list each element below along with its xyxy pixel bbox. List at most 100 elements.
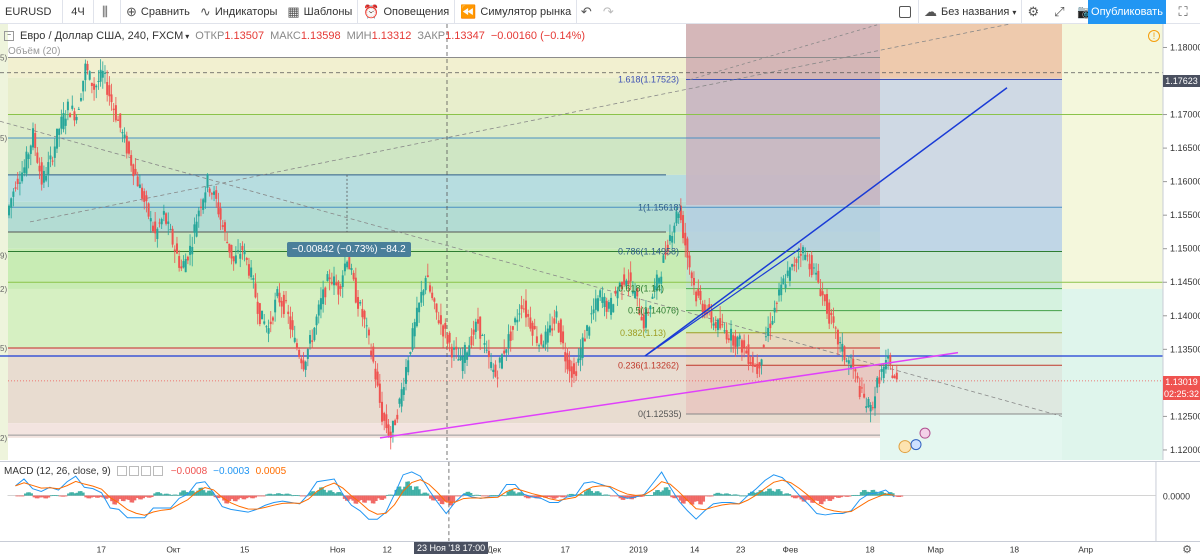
templates-icon: ▦	[287, 3, 300, 19]
candle-body	[86, 63, 89, 71]
macd-histogram-bar	[549, 495, 553, 498]
volume-legend[interactable]: Объём (20)	[8, 46, 61, 57]
macd-tools[interactable]	[116, 466, 165, 477]
macd-histogram-bar	[73, 493, 77, 496]
macd-histogram-bar	[24, 493, 27, 496]
compare-button[interactable]: ⊕ Сравнить	[121, 0, 195, 24]
macd-histogram-bar	[15, 495, 18, 497]
candle-body	[723, 330, 726, 332]
candle-body	[254, 283, 257, 298]
chevron-down-icon[interactable]: ▾	[185, 31, 190, 41]
fullscreen-chart-button[interactable]: ⤢	[1048, 0, 1074, 24]
time-axis[interactable]: 17 Окт 15 Ноя 12 Дек 17 2019 14 23 Фев 18 Мар 18 Апр	[0, 541, 1200, 557]
candle-body	[740, 340, 743, 353]
gear-icon: ⚙	[1027, 4, 1040, 19]
candle-body	[505, 349, 508, 353]
macd-histogram-bar	[515, 493, 518, 496]
candle-body	[679, 205, 682, 221]
eye-icon[interactable]	[116, 466, 127, 477]
macd-histogram-bar	[103, 495, 107, 499]
publish-button[interactable]: Опубликовать	[1088, 0, 1166, 24]
redo-button[interactable]: ↷	[599, 0, 621, 24]
macd-histogram-bar	[273, 494, 277, 496]
candle-body	[773, 307, 776, 313]
candle-body	[175, 243, 178, 254]
macd-histogram-bar	[590, 490, 594, 496]
macd-histogram-bar	[659, 491, 662, 496]
macd-histogram-bar	[648, 495, 652, 496]
candle-body	[492, 369, 495, 373]
redo-icon: ↷	[602, 3, 614, 19]
macd-name[interactable]: MACD (12, 26, close, 9)	[4, 466, 111, 477]
macd-histogram-bar	[144, 495, 148, 497]
templates-button[interactable]: ▦ Шаблоны	[282, 0, 357, 24]
macd-zero-label: 0.0000	[1163, 492, 1190, 502]
candle-body	[631, 290, 634, 294]
candle-body	[590, 313, 593, 315]
settings-icon[interactable]	[128, 466, 139, 477]
candle-body	[605, 300, 608, 312]
candle-body	[341, 275, 344, 287]
close-icon[interactable]	[140, 466, 151, 477]
undo-button[interactable]: ↶	[577, 0, 599, 24]
maximize-button[interactable]: ⛶	[1166, 0, 1200, 24]
interval-button[interactable]: 4Ч	[63, 0, 93, 24]
drawing-overlay-layer: 1.618(1.17523) 1(1.15618) 0.786(1.14958) 0.…	[379, 74, 1008, 454]
macd-histogram-bar	[489, 495, 492, 497]
macd-hist-value: −0.0008	[170, 466, 208, 477]
macd-histogram-bar	[724, 493, 727, 496]
candle-body	[821, 291, 824, 296]
price-chart-pane[interactable]: 1.618(1.17523) 1(1.15618) 0.786(1.14958) 0.…	[0, 24, 1200, 460]
macd-histogram-bar	[420, 493, 423, 496]
macd-histogram-bar	[252, 495, 255, 499]
candle-body	[649, 305, 652, 310]
price-tick-label: 1.17000	[1170, 110, 1200, 120]
macd-histogram-bar	[702, 495, 706, 502]
candle-body	[786, 270, 789, 277]
candle-body	[485, 349, 488, 351]
maximize-icon: ⛶	[1178, 4, 1188, 19]
replay-button[interactable]: ⏪ Симулятор рынка	[455, 0, 576, 24]
layout-toggle-button[interactable]	[892, 0, 918, 24]
candle-body	[186, 256, 189, 261]
price-tick-label: 1.14500	[1170, 277, 1200, 287]
layout-name-label: Без названия	[941, 6, 1010, 18]
macd-histogram-bar	[28, 492, 31, 496]
macd-histogram-bar	[866, 491, 869, 496]
collapse-icon[interactable]: −	[4, 31, 14, 41]
macd-histogram-bar	[437, 495, 441, 501]
candle-body	[34, 132, 37, 149]
macd-histogram-bar	[161, 494, 165, 496]
more-icon[interactable]	[152, 466, 163, 477]
symbol-search[interactable]: EURUSD	[0, 0, 62, 24]
fib-level-label: 0.786(1.14958)	[618, 247, 679, 257]
macd-histogram-bar	[836, 495, 839, 498]
macd-histogram-bar	[377, 495, 380, 499]
legend-symbol[interactable]: Евро / Доллар США, 240, FXCM	[20, 30, 184, 42]
indicators-button[interactable]: ∿ Индикаторы	[195, 0, 282, 24]
layout-name-button[interactable]: ☁ Без названия ▾	[919, 0, 1021, 24]
rising-support-line	[379, 351, 959, 439]
candle-body	[762, 344, 765, 348]
candle-body	[634, 291, 637, 298]
candle-body	[315, 316, 318, 326]
macd-histogram-bar	[762, 491, 766, 496]
candle-body	[167, 221, 170, 224]
macd-histogram-bar	[228, 495, 232, 502]
chart-style-button[interactable]: ⫼	[94, 0, 120, 24]
settings-button[interactable]: ⚙	[1022, 0, 1048, 24]
macd-histogram-bar	[198, 487, 201, 496]
macd-histogram-bar	[650, 495, 654, 496]
candle-body	[400, 389, 403, 407]
candle-body	[771, 320, 774, 325]
macd-histogram-bar	[685, 495, 688, 502]
candle-body	[71, 105, 74, 109]
alerts-button[interactable]: ⏰ Оповещения	[358, 0, 454, 24]
macd-pane[interactable]: 0.0000	[0, 461, 1200, 541]
macd-histogram-bar	[450, 495, 453, 506]
candle-body	[690, 272, 693, 279]
macd-histogram-bar	[821, 495, 824, 505]
right-zone-top	[1062, 24, 1163, 289]
gear-icon[interactable]: ⚙	[1182, 544, 1192, 556]
warning-icon[interactable]: !	[1148, 30, 1160, 42]
